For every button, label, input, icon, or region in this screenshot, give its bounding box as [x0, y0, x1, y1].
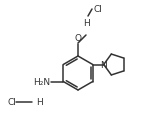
Text: H: H: [36, 98, 43, 107]
Text: H: H: [83, 19, 89, 28]
Text: N: N: [100, 60, 107, 69]
Text: O: O: [74, 34, 81, 43]
Text: Cl: Cl: [93, 4, 102, 13]
Text: H₂N: H₂N: [33, 77, 50, 86]
Text: Cl: Cl: [8, 98, 17, 107]
